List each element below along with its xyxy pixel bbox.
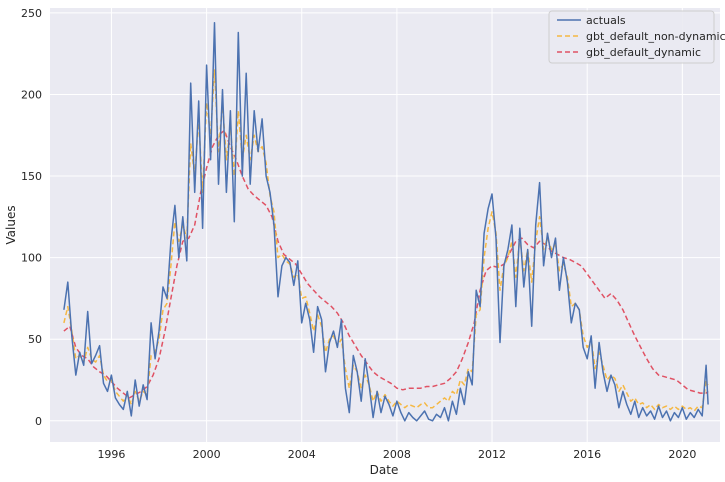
x-tick-label: 2000 bbox=[193, 448, 221, 461]
x-axis-label: Date bbox=[370, 463, 399, 477]
x-tick-label: 2004 bbox=[288, 448, 316, 461]
series-layer bbox=[63, 21, 709, 422]
y-tick-label: 150 bbox=[21, 170, 42, 183]
series-line-gbt-default-non-dynamic bbox=[63, 69, 709, 412]
series-line-gbt-default-dynamic bbox=[63, 129, 709, 399]
x-tick-label: 2008 bbox=[383, 448, 411, 461]
x-tick-label: 1996 bbox=[97, 448, 125, 461]
y-axis-label: Values bbox=[4, 205, 18, 244]
series-line-actuals bbox=[63, 21, 709, 422]
y-tick-label: 200 bbox=[21, 88, 42, 101]
legend-label-actuals: actuals bbox=[586, 14, 626, 27]
legend-label-dynamic: gbt_default_dynamic bbox=[586, 46, 701, 59]
y-tick-label: 100 bbox=[21, 252, 42, 265]
legend-label-non-dynamic: gbt_default_non-dynamic bbox=[586, 30, 725, 43]
y-tick-labels: 0 50 100 150 200 250 bbox=[21, 7, 42, 428]
y-tick-label: 0 bbox=[35, 415, 42, 428]
y-tick-label: 250 bbox=[21, 7, 42, 20]
x-tick-label: 2020 bbox=[668, 448, 696, 461]
x-tick-label: 2016 bbox=[573, 448, 601, 461]
legend-box bbox=[548, 10, 715, 64]
y-tick-label: 50 bbox=[28, 333, 42, 346]
legend: actuals gbt_default_non-dynamic gbt_defa… bbox=[548, 10, 725, 64]
plot-background bbox=[50, 8, 720, 442]
x-tick-labels: 1996 2000 2004 2008 2012 2016 2020 bbox=[97, 448, 696, 461]
x-tick-label: 2012 bbox=[478, 448, 506, 461]
